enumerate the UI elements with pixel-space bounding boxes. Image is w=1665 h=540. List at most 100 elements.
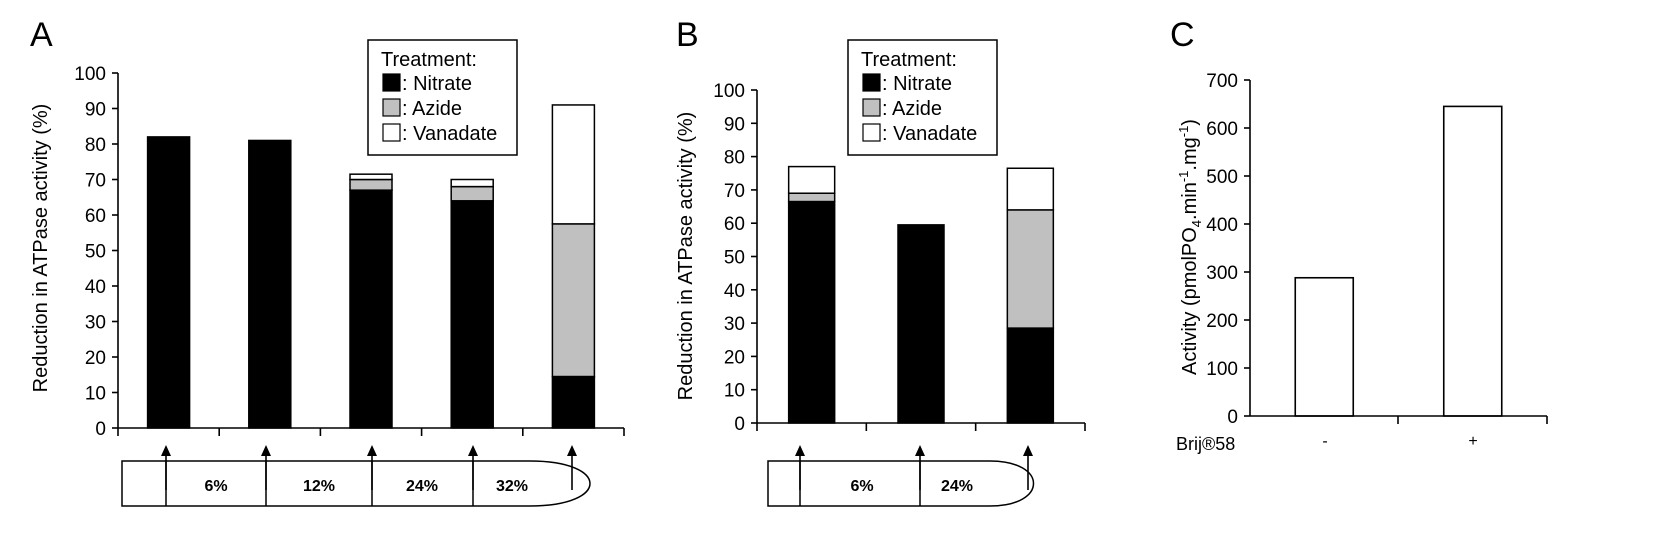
panel-b-legend-azide: : Azide <box>882 98 942 120</box>
y-tick-label: 50 <box>724 248 745 269</box>
panel-a-gradient-label: 32% <box>496 478 528 495</box>
panel-b-legend-swatch-nitrate <box>862 73 881 92</box>
panel-a-gradient-schematic: 6% 12% 24% 32% <box>121 445 591 507</box>
y-tick-label: 40 <box>724 281 745 302</box>
panel-b-bar-nitrate <box>1006 327 1055 424</box>
panel-c-bar <box>1294 276 1355 417</box>
panel-b-legend-nitrate: : Nitrate <box>882 73 952 95</box>
panel-c-y-axis-label-sup1: -1 <box>1176 171 1191 183</box>
panel-a-gradient-label: 24% <box>406 478 438 495</box>
panel-b-bars <box>787 165 1055 424</box>
y-tick-label: 10 <box>85 384 106 405</box>
panel-b-bar-azide <box>787 192 836 203</box>
panel-c: C Activity (pmolPO4.min-1.mg-1) 01002003… <box>1170 16 1548 454</box>
panel-a-gradient-label: 6% <box>204 478 227 495</box>
y-tick-label: 40 <box>85 277 106 298</box>
panel-c-category-label: + <box>1468 433 1477 450</box>
panel-a: A Reduction in ATPase activity (%) 0 10 20… <box>30 16 625 507</box>
y-tick-label: 300 <box>1206 263 1238 284</box>
panel-b-bar-nitrate <box>787 200 836 424</box>
panel-c-x-title: Brij®58 <box>1176 434 1235 454</box>
y-tick-label: 80 <box>724 148 745 169</box>
y-tick-label: 20 <box>85 348 106 369</box>
panel-a-bars <box>146 104 596 429</box>
panel-a-fraction-arrows <box>161 445 577 490</box>
y-tick-label: 70 <box>724 181 745 202</box>
panel-a-bar-azide <box>349 178 393 191</box>
panel-b-legend-swatch-azide <box>862 98 881 117</box>
panel-a-bar-nitrate <box>551 375 596 429</box>
panel-c-bar <box>1442 105 1503 417</box>
panel-b-bar-vanadate <box>787 165 836 194</box>
y-tick-label: 90 <box>724 114 745 135</box>
panel-a-bar-vanadate <box>450 178 494 188</box>
arrow-head-icon <box>915 445 925 456</box>
panel-b-bar-azide <box>1006 209 1055 329</box>
arrow-head-icon <box>261 445 271 456</box>
panel-c-y-ticks: 0 100 200 300 400 500 600 700 <box>1206 71 1250 428</box>
panel-a-bar-vanadate <box>349 173 393 181</box>
y-tick-label: 700 <box>1206 71 1238 92</box>
y-tick-label: 70 <box>85 171 106 192</box>
arrow-head-icon <box>795 445 805 456</box>
y-tick-label: 0 <box>95 419 106 440</box>
panel-a-letter: A <box>30 16 53 54</box>
y-tick-label: 30 <box>85 313 106 334</box>
panel-a-legend-vanadate: : Vanadate <box>402 123 497 145</box>
panel-b-x-ticks <box>756 423 1086 431</box>
panel-a-x-ticks <box>117 428 625 436</box>
y-tick-label: 50 <box>85 242 106 263</box>
y-tick-label: 90 <box>85 100 106 121</box>
panel-a-legend-title: Treatment: <box>381 49 477 71</box>
panel-a-bar-nitrate <box>146 136 191 429</box>
y-tick-label: 60 <box>85 206 106 227</box>
panel-b-gradient-label: 24% <box>941 478 973 495</box>
panel-a-y-ticks: 0 10 20 30 40 50 60 70 80 90 100 <box>74 64 118 440</box>
panel-b-legend: Treatment: : Nitrate : Azide : Vanadate <box>847 39 998 156</box>
arrow-head-icon <box>161 445 171 456</box>
panel-a-legend-swatch-vanadate <box>382 123 401 142</box>
y-tick-label: 200 <box>1206 311 1238 332</box>
panel-a-legend: Treatment: : Nitrate : Azide : Vanadate <box>367 39 518 156</box>
panel-c-bars <box>1294 105 1503 417</box>
panel-c-y-axis-label-end: ) <box>1179 119 1201 126</box>
arrow-head-icon <box>468 445 478 456</box>
panel-b-legend-swatch-vanadate <box>862 123 881 142</box>
y-tick-label: 400 <box>1206 215 1238 236</box>
panel-b-legend-title: Treatment: <box>861 49 957 71</box>
panel-a-bar-nitrate <box>450 200 494 429</box>
arrow-head-icon <box>367 445 377 456</box>
y-tick-label: 20 <box>724 347 745 368</box>
y-tick-label: 0 <box>734 414 745 435</box>
panel-a-bar-vanadate <box>551 104 596 225</box>
panel-a-gradient-label: 12% <box>303 478 335 495</box>
panel-b-letter: B <box>676 16 699 54</box>
panel-b: B Reduction in ATPase activity (%) 0 10 20… <box>675 16 1086 507</box>
panel-a-bar-azide <box>551 223 596 378</box>
panel-c-y-axis-label-main: Activity (pmolPO <box>1179 227 1201 375</box>
panel-b-gradient-schematic: 6% 24% <box>767 445 1034 507</box>
y-tick-label: 30 <box>724 314 745 335</box>
panel-a-bar-nitrate <box>349 189 393 429</box>
y-tick-label: 600 <box>1206 119 1238 140</box>
arrow-head-icon <box>567 445 577 456</box>
y-tick-label: 0 <box>1227 407 1238 428</box>
y-tick-label: 100 <box>74 64 106 85</box>
y-tick-label: 100 <box>1206 359 1238 380</box>
panel-a-legend-swatch-azide <box>382 98 401 117</box>
panel-c-category-label: - <box>1322 433 1327 450</box>
panel-c-y-axis-label-mid: .min <box>1179 182 1201 220</box>
panel-a-legend-nitrate: : Nitrate <box>402 73 472 95</box>
panel-a-legend-azide: : Azide <box>402 98 462 120</box>
panel-c-y-axis-label-sup2: -1 <box>1176 126 1191 138</box>
y-tick-label: 80 <box>85 135 106 156</box>
y-tick-label: 60 <box>724 214 745 235</box>
panel-b-bar-nitrate <box>897 224 945 424</box>
panel-c-y-axis-label-sub: 4 <box>1189 220 1204 227</box>
y-tick-label: 100 <box>713 81 745 102</box>
panel-a-bar-nitrate <box>248 139 292 429</box>
panel-b-fraction-arrows <box>795 445 1033 490</box>
panel-b-y-ticks: 0 10 20 30 40 50 60 70 80 90 100 <box>713 81 757 435</box>
panel-b-y-axis-label: Reduction in ATPase activity (%) <box>675 112 697 401</box>
